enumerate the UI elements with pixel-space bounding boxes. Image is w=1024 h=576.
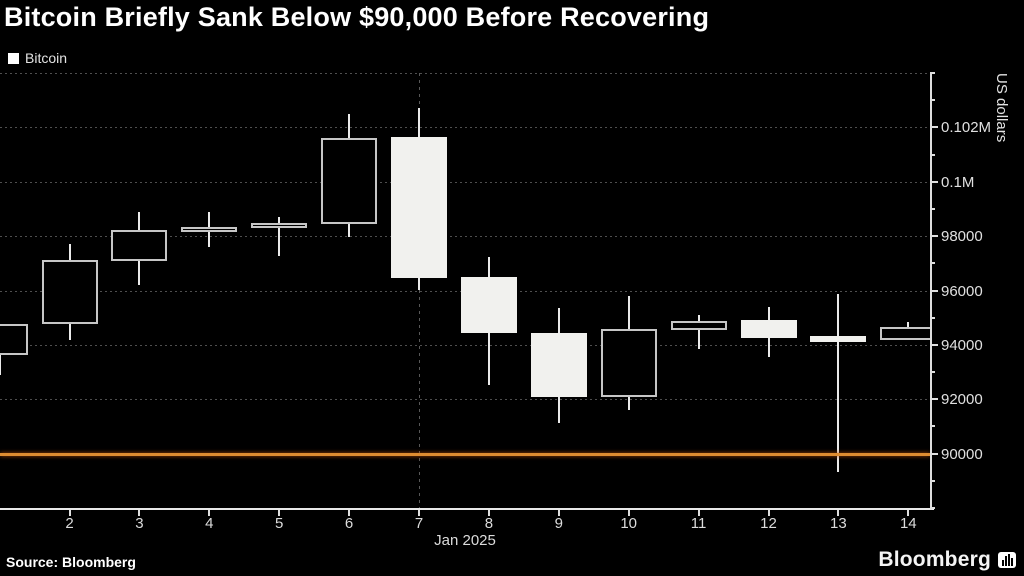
candle-body-day14 (880, 327, 930, 340)
x-tick-3 (138, 510, 141, 516)
y-tick-label-94000: 94000 (941, 336, 983, 354)
y-tick-label-98000: 98000 (941, 228, 983, 246)
gridline-102000 (0, 127, 930, 129)
source-note: Source: Bloomberg (6, 554, 136, 570)
x-tick-4 (208, 510, 211, 516)
legend: Bitcoin (8, 50, 67, 66)
y-minor-tick-99000 (930, 207, 935, 210)
x-tick-label-12: 12 (760, 515, 777, 532)
plot-area (0, 73, 930, 508)
gridline-98000 (0, 236, 930, 238)
legend-swatch-icon (8, 52, 19, 64)
candle-body-day3 (111, 229, 168, 262)
x-tick-label-14: 14 (899, 515, 917, 532)
x-axis-line (0, 508, 934, 510)
x-axis-month-label: Jan 2025 (434, 532, 496, 549)
y-minor-tick-89000 (930, 479, 935, 482)
x-tick-label-13: 13 (830, 515, 847, 532)
y-tick-label-100000: 0.1M (941, 173, 975, 191)
bloomberg-logo: Bloomberg (878, 548, 1016, 572)
candle-body-day8 (460, 277, 517, 334)
chart-title: Bitcoin Briefly Sank Below $90,000 Befor… (4, 2, 710, 32)
event-vline (419, 73, 420, 508)
x-tick-label-3: 3 (135, 515, 144, 532)
x-tick-label-7: 7 (414, 515, 424, 532)
bloomberg-chart-icon (998, 552, 1016, 568)
x-tick-label-10: 10 (620, 515, 638, 532)
x-tick-label-9: 9 (554, 515, 563, 532)
y-tick-94000 (930, 343, 938, 346)
y-tick-92000 (930, 398, 938, 401)
candle-body-day10 (600, 328, 657, 398)
x-tick-2 (68, 510, 71, 516)
gridline-92000 (0, 399, 930, 401)
legend-label: Bitcoin (25, 50, 68, 66)
gridline-104000 (0, 73, 930, 74)
candle-wick-day5 (278, 217, 281, 256)
y-tick-100000 (930, 180, 938, 183)
gridline-100000 (0, 181, 930, 183)
candle-wick-day11 (697, 315, 700, 350)
x-tick-label-11: 11 (690, 515, 707, 532)
y-tick-label-92000: 92000 (941, 391, 983, 409)
y-tick-90000 (930, 452, 938, 455)
candle-body-day4 (181, 226, 238, 232)
x-tick-14 (907, 510, 910, 516)
x-tick-label-2: 2 (65, 515, 74, 532)
x-tick-11 (697, 510, 700, 516)
x-tick-9 (557, 510, 560, 516)
y-minor-tick-91000 (930, 425, 935, 428)
y-tick-label-96000: 96000 (941, 282, 983, 300)
x-tick-6 (348, 510, 351, 516)
y-minor-tick-93000 (930, 371, 935, 374)
y-minor-tick-103000 (930, 99, 935, 102)
x-tick-label-8: 8 (484, 515, 494, 532)
y-minor-tick-101000 (930, 153, 935, 156)
x-tick-7 (418, 510, 420, 516)
candle-body-day13 (810, 336, 867, 342)
x-tick-label-5: 5 (275, 515, 284, 532)
x-tick-8 (487, 510, 490, 516)
x-tick-label-6: 6 (344, 515, 354, 532)
x-tick-label-4: 4 (205, 515, 214, 532)
y-minor-tick-88000 (930, 507, 935, 509)
candle-body-day7 (391, 137, 447, 279)
y-tick-98000 (930, 235, 938, 238)
y-tick-96000 (930, 289, 938, 292)
x-tick-12 (767, 510, 770, 516)
y-tick-102000 (930, 126, 938, 129)
candle-body-day11 (670, 320, 727, 331)
candle-body-day1 (0, 324, 28, 356)
reference-line-90000 (0, 452, 930, 456)
x-tick-10 (627, 510, 630, 516)
y-axis-line (930, 73, 932, 510)
y-minor-tick-104000 (930, 72, 935, 74)
bloomberg-wordmark: Bloomberg (878, 548, 991, 571)
x-tick-5 (278, 510, 281, 516)
y-tick-label-90000: 90000 (941, 445, 983, 463)
candle-body-day9 (530, 332, 587, 398)
candle-body-day12 (740, 320, 797, 338)
candle-body-day2 (41, 259, 98, 324)
y-tick-label-102000: 0.102M (941, 119, 992, 137)
y-axis-title: US dollars (993, 73, 1010, 143)
y-minor-tick-97000 (930, 262, 935, 265)
candle-body-day6 (321, 137, 378, 224)
candle-body-day5 (251, 222, 308, 229)
candle-wick-day13 (837, 294, 840, 473)
x-tick-13 (837, 510, 840, 516)
y-minor-tick-95000 (930, 316, 935, 319)
gridline-94000 (0, 344, 930, 346)
